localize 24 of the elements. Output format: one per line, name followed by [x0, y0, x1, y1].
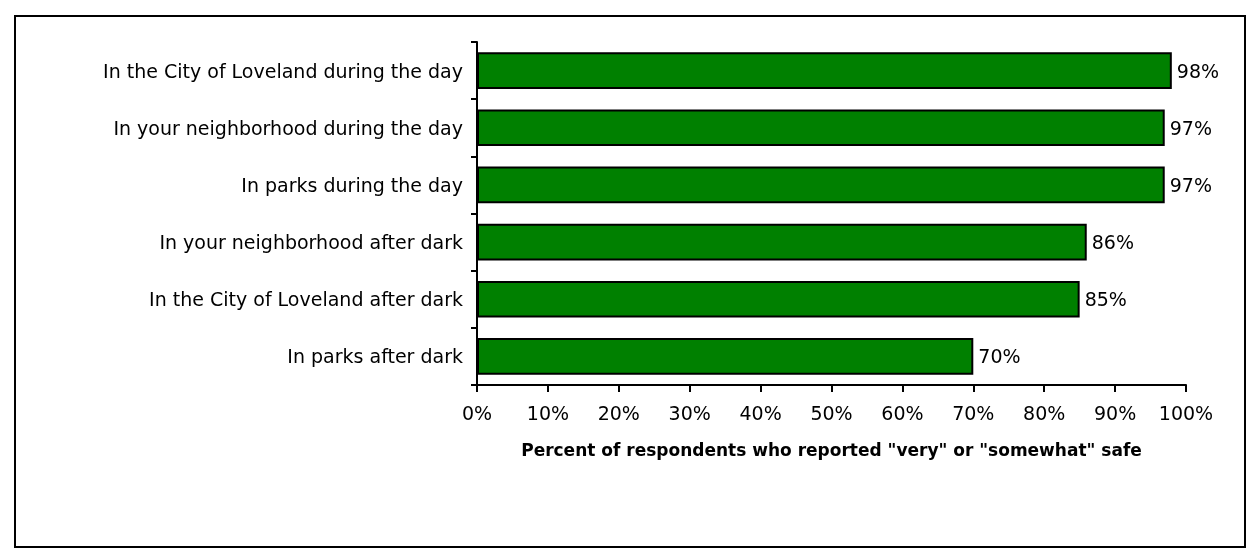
data-label: 86% [1091, 231, 1134, 254]
data-label: 98% [1176, 59, 1220, 82]
x-tick-label: 20% [597, 401, 640, 424]
x-tick-label: 60% [881, 401, 924, 424]
data-label: 70% [978, 345, 1021, 368]
y-tick-label: In your neighborhood after dark [159, 231, 463, 254]
x-tick-label: 70% [952, 401, 995, 424]
data-label: 97% [1169, 116, 1212, 139]
data-label: 85% [1084, 288, 1127, 311]
x-tick-label: 10% [526, 401, 570, 424]
y-tick-label: In the City of Loveland after dark [149, 288, 463, 311]
x-tick-label: 0% [461, 401, 493, 424]
y-tick-label: In your neighborhood during the day [113, 116, 463, 139]
x-tick-label: 30% [668, 401, 711, 424]
y-tick-label: In parks after dark [287, 345, 463, 368]
x-tick-label: 100% [1158, 401, 1214, 424]
x-tick-label: 40% [739, 401, 782, 424]
x-tick-label: 50% [810, 401, 853, 424]
y-tick-label: In the City of Loveland during the day [103, 59, 463, 82]
x-tick-label: 80% [1023, 401, 1066, 424]
y-tick-label: In parks during the day [241, 173, 463, 196]
x-axis-title: Percent of respondents who reported "very" or "somewhat" safe [521, 439, 1142, 460]
data-label: 97% [1169, 173, 1212, 196]
x-tick-label: 90% [1093, 401, 1137, 424]
